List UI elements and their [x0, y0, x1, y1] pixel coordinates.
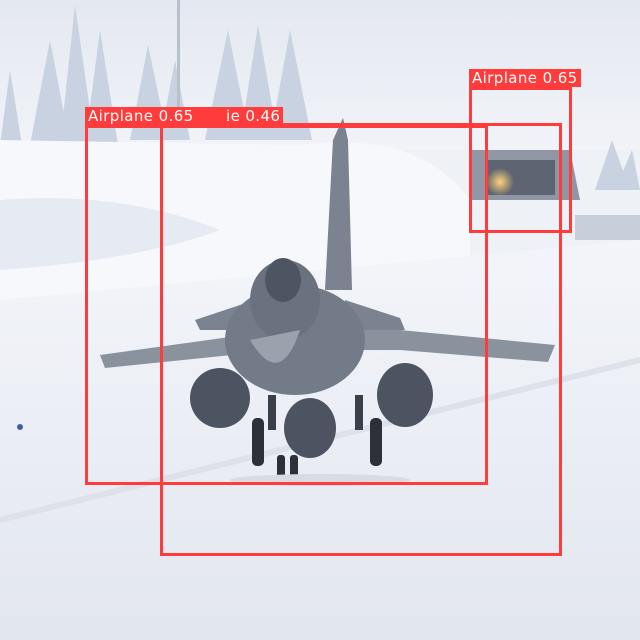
light-pole — [177, 0, 180, 110]
snow-bank-left — [0, 140, 470, 300]
snow-bank-shadow — [0, 198, 220, 270]
distant-building — [575, 215, 640, 240]
detection-box — [85, 125, 488, 485]
hangar-light — [486, 168, 514, 196]
detection-box — [469, 87, 572, 233]
runway-marker — [17, 424, 23, 430]
detection-label: Airplane 0.65 — [469, 69, 581, 87]
detection-box — [160, 123, 562, 556]
fighter-jet — [100, 118, 555, 481]
detection-label: Airplane 0.65 — [85, 107, 197, 125]
